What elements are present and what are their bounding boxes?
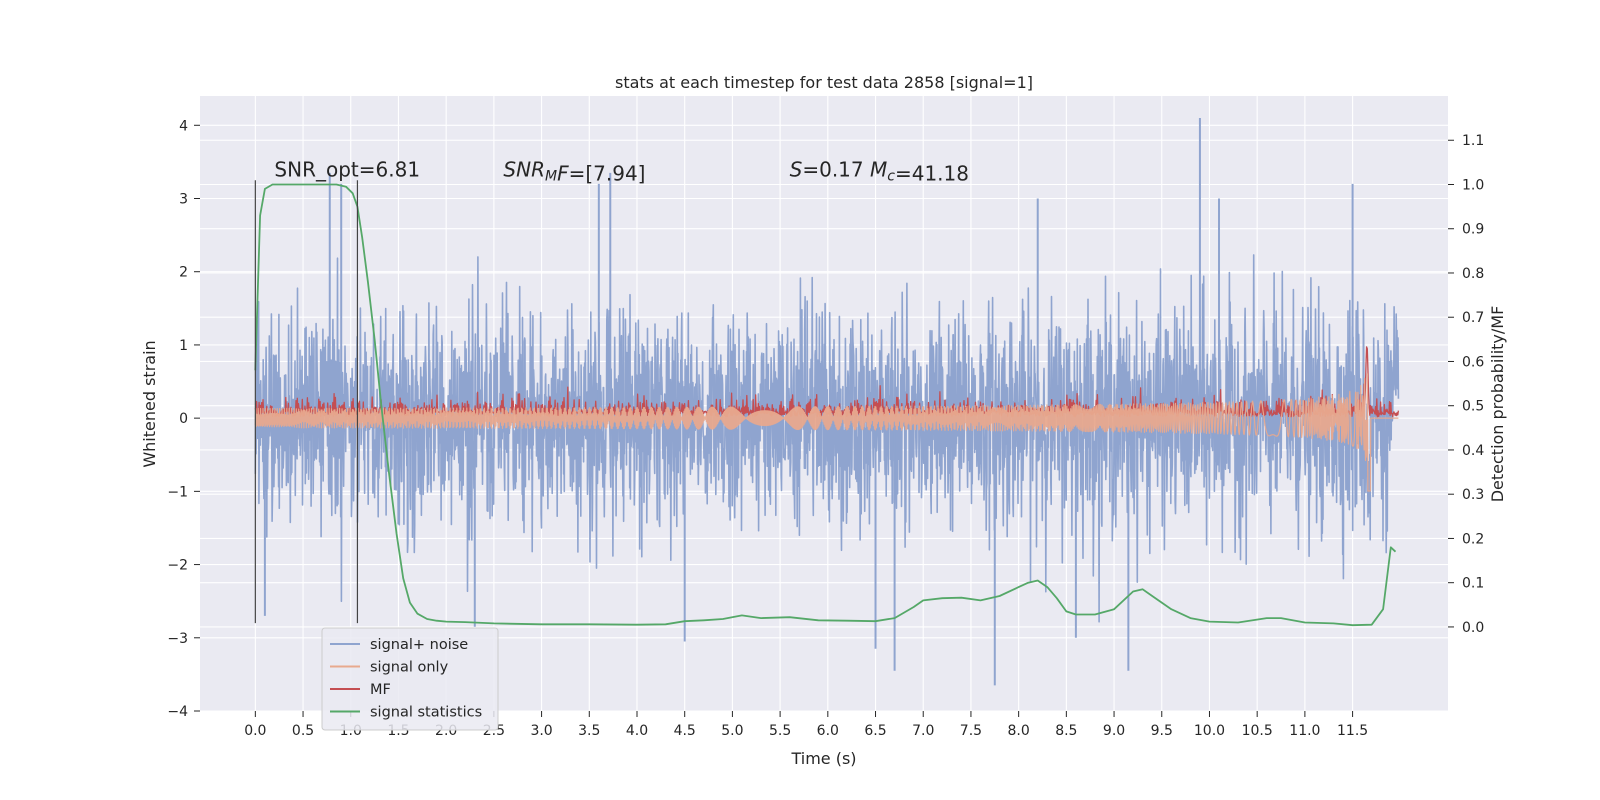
y-tick-label: 3 [179,192,188,208]
x-tick-label: 9.0 [1103,723,1125,739]
y2-tick-label: 0.7 [1462,310,1484,326]
x-tick-label: 3.0 [530,723,552,739]
legend: signal+ noise signal only MF signal statist… [321,627,499,731]
annotation-part: SNR [503,158,545,182]
y2-tick-label: 0.2 [1462,531,1484,547]
y2-axis-label: Detection probability/MF [1488,306,1507,503]
y-tick-label: −1 [167,484,188,500]
y-tick-label: 4 [179,118,188,134]
x-tick-label: 7.0 [912,723,934,739]
y-axis-label: Whitened strain [140,340,159,467]
x-tick-label: 7.5 [960,723,982,739]
y2-tick-label: 0.8 [1462,266,1484,282]
x-tick-label: 8.5 [1055,723,1077,739]
x-tick-label: 9.5 [1151,723,1173,739]
annotation-part: M [870,158,887,182]
y2-tick-label: 0.4 [1462,443,1484,459]
y2-axis-ticks: 0.0 0.1 0.2 0.3 0.4 0.5 0.6 0.7 0.8 0.9 1.0 1.1 [1448,133,1484,636]
legend-label: signal+ noise [370,637,468,653]
x-tick-label: 4.5 [674,723,696,739]
annotation-part: S [790,158,803,182]
x-tick-label: 4.0 [626,723,648,739]
y2-tick-label: 1.0 [1462,177,1484,193]
annotation-part: =41.18 [895,162,969,186]
legend-box [321,627,499,731]
y2-tick-label: 1.1 [1462,133,1484,149]
annotation-part: =[7.94] [569,162,646,186]
signal-statistics-series [254,183,1397,627]
y2-tick-label: 0.6 [1462,354,1484,370]
annotation: SNR_opt=6.81 [274,158,420,182]
signal-noise-series [254,254,1400,623]
annotation-part: =0.17 [802,158,870,182]
y2-tick-label: 0.9 [1462,222,1484,238]
y2-tick-label: 0.1 [1462,576,1484,592]
x-tick-label: 10.5 [1242,723,1273,739]
annotation: S=0.17 Mc=41.18 [790,158,969,186]
x-tick-label: 11.0 [1289,723,1320,739]
annotation-part: M [545,169,557,185]
x-tick-label: 3.5 [578,723,600,739]
series-layer [254,117,1400,686]
x-axis-label: Time (s) [790,749,856,768]
legend-label: MF [370,682,391,698]
x-tick-label: 5.5 [769,723,791,739]
x-tick-label: 5.0 [721,723,743,739]
x-tick-label: 0.5 [292,723,314,739]
annotation-part: c [887,169,895,185]
x-tick-label: 6.0 [817,723,839,739]
y-tick-label: 2 [179,265,188,281]
x-axis-ticks: 0.0 0.5 1.0 1.5 2.0 2.5 3.0 3.5 4.0 4.5 5.0 5.5 6.0 6… [244,711,1368,739]
annotation-part: F [557,162,569,186]
x-tick-label: 11.5 [1337,723,1368,739]
x-tick-label: 0.0 [244,723,266,739]
annotations: SNR_opt=6.81 SNRMF=[7.94] S=0.17 Mc=41.18 [274,158,969,186]
y-tick-label: −3 [167,631,188,647]
y2-tick-label: 0.5 [1462,399,1484,415]
x-tick-label: 10.0 [1194,723,1225,739]
y-tick-label: −4 [167,704,188,720]
signal-only-series [254,373,1399,492]
annotation: SNRMF=[7.94] [503,158,645,186]
x-tick-label: 6.5 [864,723,886,739]
y-tick-label: 0 [179,411,188,427]
vertical-markers [254,180,359,624]
y-tick-label: −2 [167,558,188,574]
y2-tick-label: 0.3 [1462,487,1484,503]
y2-tick-label: 0.0 [1462,620,1484,636]
chart-title: stats at each timestep for test data 285… [615,73,1033,92]
legend-label: signal only [370,660,449,676]
x-tick-label: 8.0 [1008,723,1030,739]
legend-label: signal statistics [370,705,482,721]
y-tick-label: 1 [179,338,188,354]
y-axis-ticks: −4 −3 −2 −1 0 1 2 3 4 [167,118,200,720]
